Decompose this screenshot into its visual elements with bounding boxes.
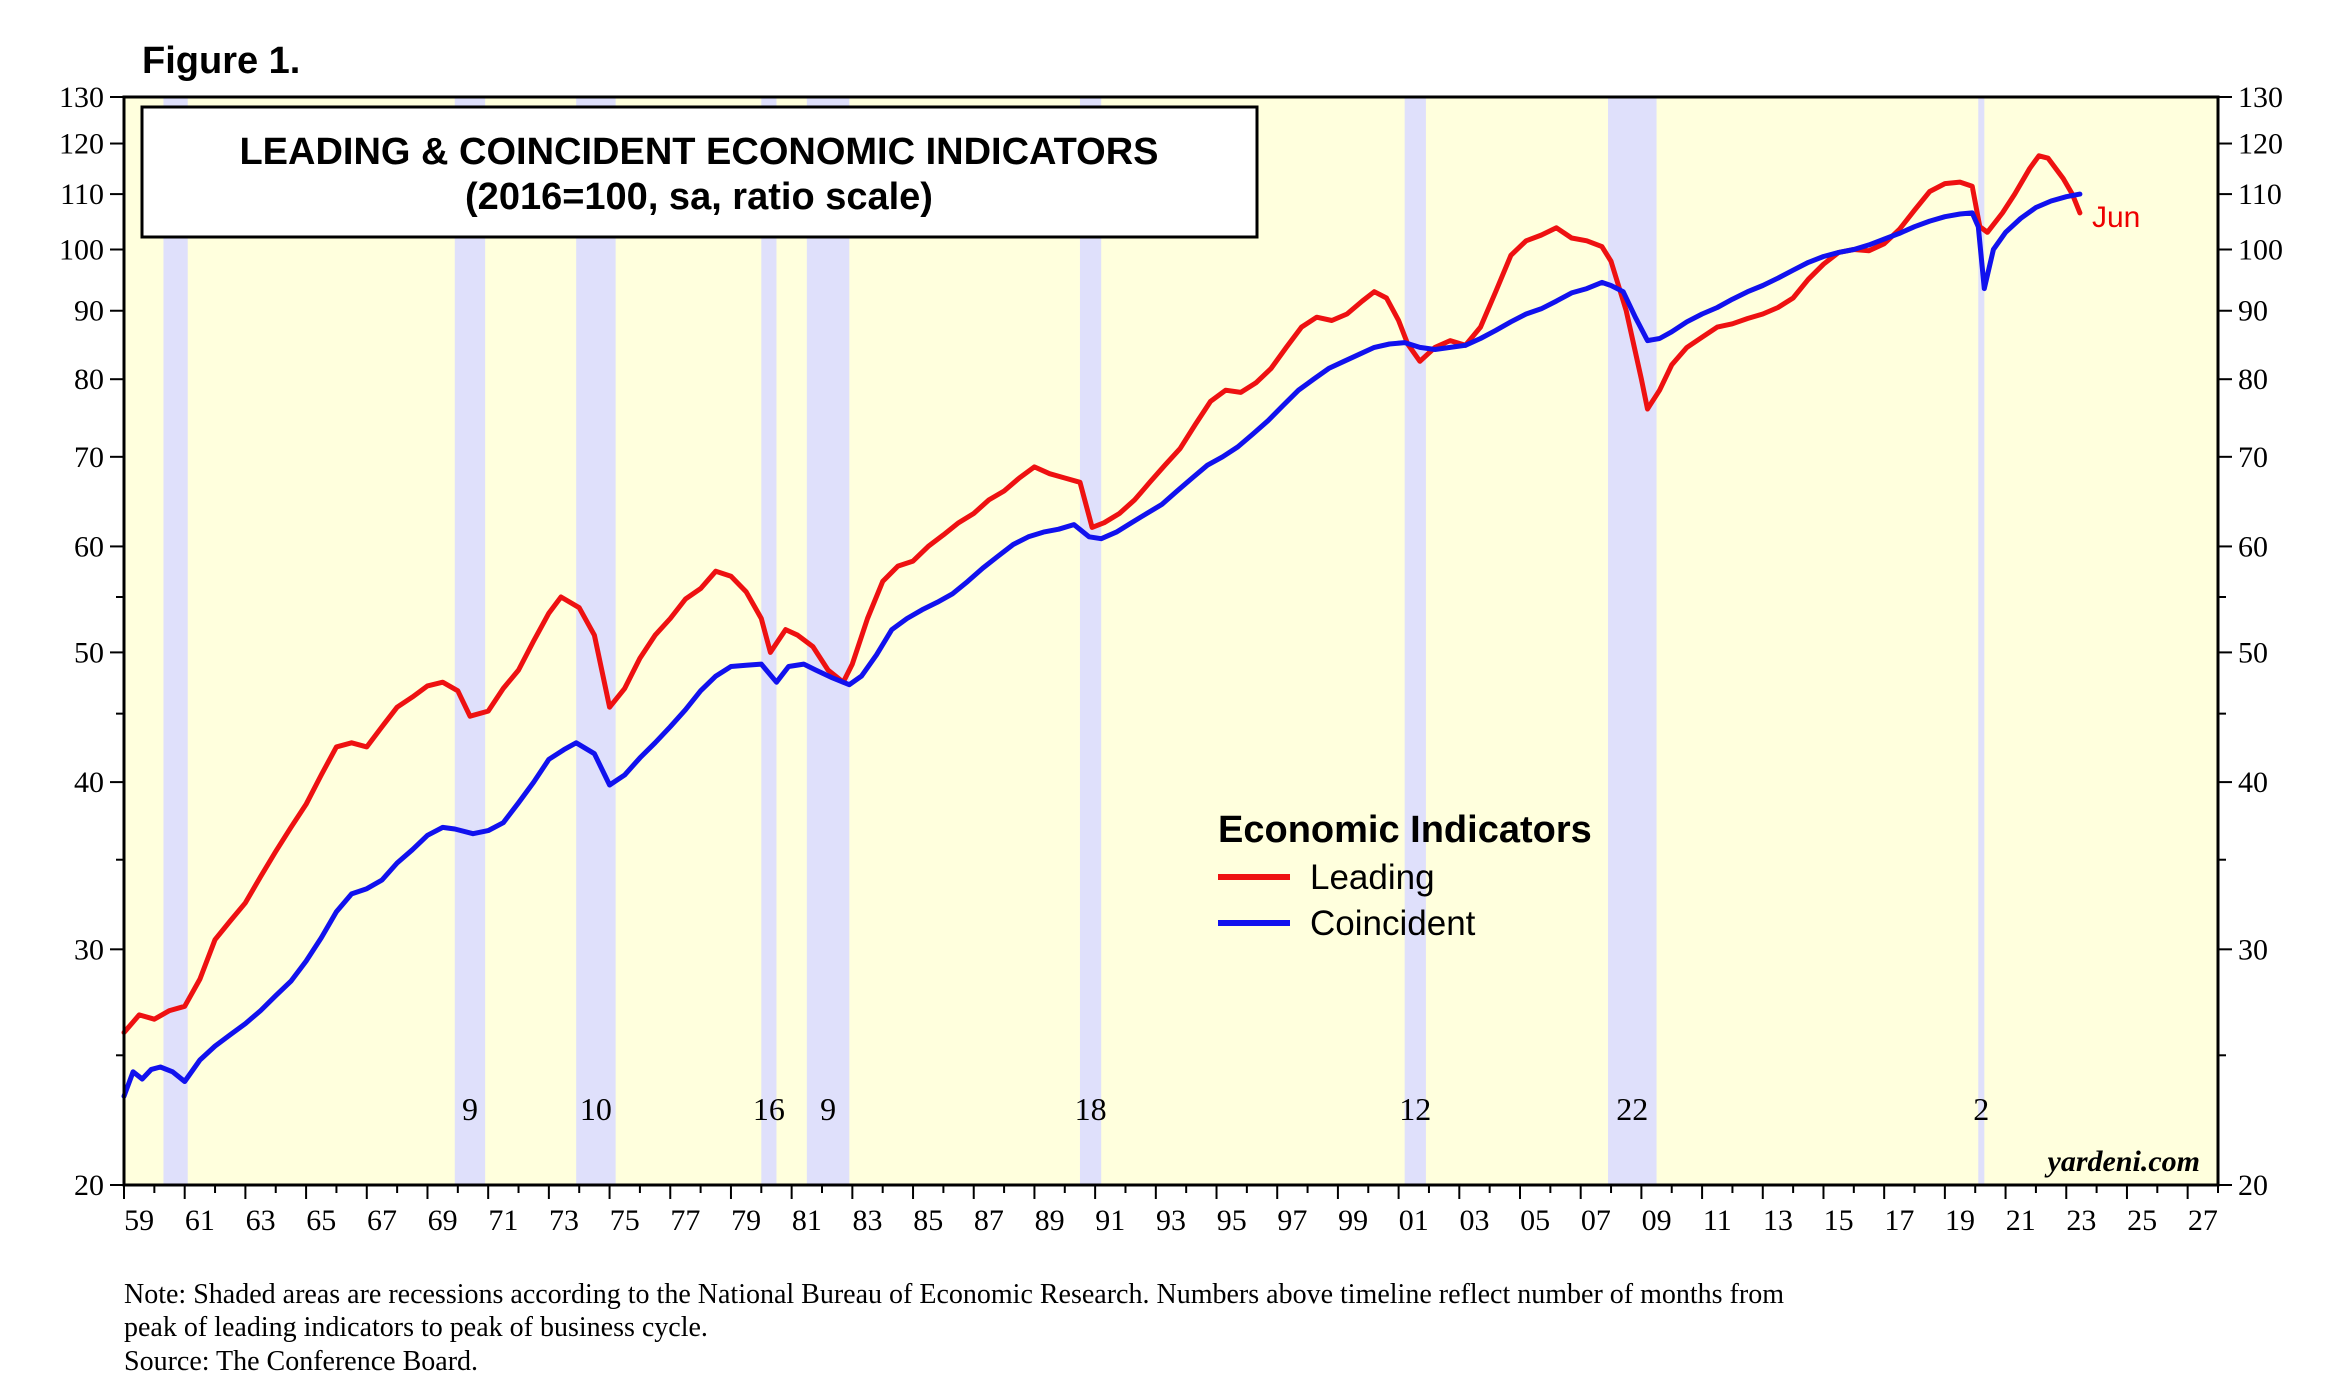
lead-months-label: 2 — [1973, 1091, 1989, 1127]
x-tick-label: 13 — [1763, 1204, 1793, 1237]
y-tick-label-left: 20 — [74, 1169, 104, 1202]
x-tick-label: 23 — [2066, 1204, 2096, 1237]
x-tick-label: 09 — [1642, 1204, 1672, 1237]
x-tick-label: 21 — [2006, 1204, 2036, 1237]
figure-label: Figure 1. — [142, 40, 300, 82]
x-tick-label: 59 — [124, 1204, 154, 1237]
y-tick-label-right: 20 — [2238, 1169, 2268, 1202]
y-tick-label-left: 110 — [60, 178, 104, 211]
y-tick-label-right: 30 — [2238, 933, 2268, 966]
plot-background — [124, 97, 2218, 1185]
title-box: LEADING & COINCIDENT ECONOMIC INDICATORS… — [140, 105, 1259, 239]
x-tick-label: 07 — [1581, 1204, 1611, 1237]
footnote: Note: Shaded areas are recessions accord… — [124, 1279, 1784, 1377]
x-tick-label: 61 — [185, 1204, 215, 1237]
x-tick-label: 65 — [306, 1204, 336, 1237]
x-tick-label: 81 — [792, 1204, 822, 1237]
legend-label-coincident: Coincident — [1310, 904, 1476, 943]
y-tick-label-left: 40 — [74, 766, 104, 799]
source-watermark: yardeni.com — [2045, 1145, 2200, 1178]
x-tick-label: 79 — [731, 1204, 761, 1237]
y-tick-label-right: 100 — [2238, 234, 2283, 267]
series-line-coincident — [121, 191, 2083, 1099]
x-tick-label: 69 — [428, 1204, 458, 1237]
recession-band — [1079, 97, 1102, 1185]
end-label-jun: Jun — [2092, 201, 2140, 234]
recession-band — [454, 97, 486, 1185]
title-box-frame — [140, 105, 1259, 239]
y-tick-label-right: 50 — [2238, 636, 2268, 669]
x-tick-label: 93 — [1156, 1204, 1186, 1237]
x-tick-label: 17 — [1884, 1204, 1914, 1237]
y-tick-label-right: 90 — [2238, 295, 2268, 328]
x-tick-label: 73 — [549, 1204, 579, 1237]
x-tick-label: 85 — [913, 1204, 943, 1237]
chart-title: LEADING & COINCIDENT ECONOMIC INDICATORS — [239, 131, 1158, 173]
y-tick-label-right: 60 — [2238, 530, 2268, 563]
recession-bands — [163, 97, 1985, 1185]
x-tick-label: 89 — [1035, 1204, 1065, 1237]
recession-band — [163, 97, 188, 1185]
legend: Economic Indicators Leading Coincident — [1218, 809, 1592, 943]
x-tick-label: 95 — [1217, 1204, 1247, 1237]
y-tick-label-left: 90 — [74, 295, 104, 328]
y-tick-label-right: 110 — [2238, 178, 2282, 211]
lead-months-label: 16 — [753, 1091, 785, 1127]
lead-months-label: 9 — [462, 1091, 478, 1127]
y-tick-label-left: 50 — [74, 636, 104, 669]
lead-months-label: 22 — [1616, 1091, 1648, 1127]
legend-label-leading: Leading — [1310, 858, 1435, 897]
plot-frame — [122, 95, 2220, 1187]
y-tick-label-left: 80 — [74, 363, 104, 396]
x-tick-label: 91 — [1095, 1204, 1125, 1237]
x-tick-label: 75 — [610, 1204, 640, 1237]
y-tick-label-left: 70 — [74, 441, 104, 474]
y-tick-label-left: 130 — [59, 81, 104, 114]
y-tick-label-right: 80 — [2238, 363, 2268, 396]
y-tick-label-left: 60 — [74, 530, 104, 563]
recession-band — [1608, 97, 1657, 1185]
y-tick-label-left: 120 — [59, 128, 104, 161]
x-tick-label: 25 — [2127, 1204, 2157, 1237]
x-tick-label: 83 — [853, 1204, 883, 1237]
lead-months-label: 12 — [1399, 1091, 1431, 1127]
note-line-3: Source: The Conference Board. — [124, 1346, 478, 1377]
x-tick-label: 27 — [2188, 1204, 2218, 1237]
x-tick-label: 05 — [1520, 1204, 1550, 1237]
lead-months-label: 18 — [1075, 1091, 1107, 1127]
recession-band — [806, 97, 850, 1185]
y-tick-label-left: 30 — [74, 933, 104, 966]
x-tick-label: 11 — [1703, 1204, 1732, 1237]
x-tick-label: 99 — [1338, 1204, 1368, 1237]
y-tick-label-left: 100 — [59, 234, 104, 267]
lead-months-label: 10 — [580, 1091, 612, 1127]
series-line-leading — [121, 153, 2083, 1035]
chart-subtitle: (2016=100, sa, ratio scale) — [465, 176, 933, 218]
y-tick-label-right: 70 — [2238, 441, 2268, 474]
y-tick-label-right: 40 — [2238, 766, 2268, 799]
x-tick-label: 77 — [670, 1204, 700, 1237]
x-tick-label: 01 — [1399, 1204, 1429, 1237]
x-tick-label: 67 — [367, 1204, 397, 1237]
note-line-2: peak of leading indicators to peak of bu… — [124, 1312, 708, 1343]
x-tick-label: 15 — [1824, 1204, 1854, 1237]
x-tick-label: 03 — [1459, 1204, 1489, 1237]
x-tick-label: 87 — [974, 1204, 1004, 1237]
lead-months-label: 9 — [820, 1091, 836, 1127]
x-tick-label: 19 — [1945, 1204, 1975, 1237]
y-tick-label-right: 120 — [2238, 128, 2283, 161]
lead-month-labels: 9 10 16 9 18 12 22 2 — [462, 1091, 1989, 1127]
recession-band — [1978, 97, 1985, 1185]
note-line-1: Note: Shaded areas are recessions accord… — [124, 1279, 1784, 1310]
x-tick-label: 71 — [488, 1204, 518, 1237]
series-lines — [121, 153, 2083, 1099]
recession-band — [1404, 97, 1426, 1185]
legend-title: Economic Indicators — [1218, 809, 1592, 851]
x-tick-label: 63 — [246, 1204, 276, 1237]
y-tick-label-right: 130 — [2238, 81, 2283, 114]
x-tick-label: 97 — [1277, 1204, 1307, 1237]
